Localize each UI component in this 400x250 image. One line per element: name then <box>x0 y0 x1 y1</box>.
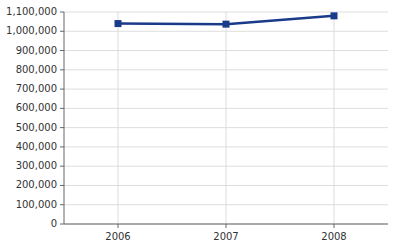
y-tick-label: 100,000 <box>16 199 57 210</box>
y-tick <box>60 108 64 109</box>
y-grid-line <box>64 224 388 225</box>
marker <box>331 12 338 19</box>
marker <box>115 20 122 27</box>
chart: 0 100,000 200,000 300,000 400,000 500,000 600,… <box>0 0 400 250</box>
y-tick <box>60 185 64 186</box>
marker <box>223 21 230 28</box>
y-tick-label: 1,000,000 <box>6 25 57 36</box>
x-grid-line <box>226 12 227 224</box>
y-tick-label: 600,000 <box>16 102 57 113</box>
x-grid-line <box>118 12 119 224</box>
y-tick-label: 400,000 <box>16 141 57 152</box>
page: {"chart_data": {"type": "line", "x": [20… <box>0 0 400 250</box>
y-tick <box>60 12 64 13</box>
x-axis-line <box>64 224 388 225</box>
y-tick <box>60 50 64 51</box>
x-tick-label: 2006 <box>105 231 130 242</box>
x-tick-label: 2008 <box>321 231 346 242</box>
y-tick <box>60 224 64 225</box>
y-tick-label: 700,000 <box>16 83 57 94</box>
y-tick-label: 300,000 <box>16 160 57 171</box>
y-tick-label: 200,000 <box>16 179 57 190</box>
x-tick <box>226 224 227 228</box>
x-tick <box>118 224 119 228</box>
series <box>115 12 338 27</box>
y-tick <box>60 127 64 128</box>
y-tick-label: 1,100,000 <box>6 6 57 17</box>
x-grid-line <box>334 12 335 224</box>
y-tick-label: 0 <box>51 218 57 229</box>
y-tick <box>60 31 64 32</box>
y-axis-line <box>64 12 65 224</box>
y-tick-label: 800,000 <box>16 64 57 75</box>
y-tick <box>60 204 64 205</box>
y-tick-label: 900,000 <box>16 45 57 56</box>
x-tick-label: 2007 <box>213 231 238 242</box>
axes: 0 100,000 200,000 300,000 400,000 500,000 600,… <box>6 6 388 242</box>
y-tick <box>60 166 64 167</box>
y-tick <box>60 146 64 147</box>
chart-container: 0 100,000 200,000 300,000 400,000 500,000 600,… <box>0 0 400 250</box>
y-tick-label: 500,000 <box>16 122 57 133</box>
x-tick <box>334 224 335 228</box>
grid <box>64 12 388 224</box>
y-tick <box>60 89 64 90</box>
y-tick <box>60 69 64 70</box>
